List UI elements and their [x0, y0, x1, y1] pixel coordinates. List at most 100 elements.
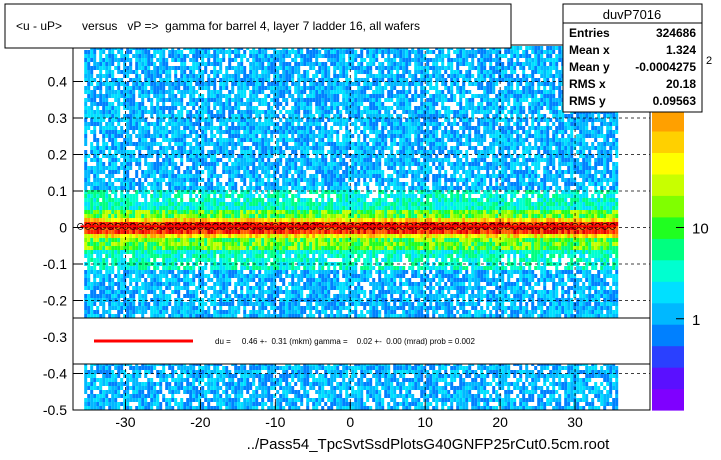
heatmap-cell [111, 370, 115, 374]
heatmap-cell [114, 234, 118, 238]
heatmap-cell [237, 50, 241, 54]
heatmap-cell [252, 302, 256, 306]
heatmap-cell [228, 266, 232, 270]
heatmap-cell [216, 398, 220, 402]
heatmap-cell [252, 226, 256, 230]
heatmap-cell [123, 218, 127, 222]
heatmap-cell [279, 262, 283, 266]
heatmap-cell [240, 178, 244, 182]
heatmap-cell [90, 234, 94, 238]
heatmap-cell [117, 90, 121, 94]
heatmap-cell [195, 206, 199, 210]
heatmap-cell [264, 302, 268, 306]
heatmap-cell [117, 298, 121, 302]
heatmap-cell [237, 78, 241, 82]
heatmap-cell [111, 254, 115, 258]
heatmap-cell [132, 186, 136, 190]
heatmap-cell [276, 202, 280, 206]
heatmap-cell [198, 142, 202, 146]
heatmap-cell [123, 162, 127, 166]
heatmap-cell [186, 382, 190, 386]
heatmap-cell [129, 386, 133, 390]
heatmap-cell [168, 106, 172, 110]
heatmap-cell [243, 238, 247, 242]
heatmap-cell [153, 394, 157, 398]
heatmap-cell [222, 274, 226, 278]
heatmap-cell [192, 130, 196, 134]
heatmap-cell [216, 142, 220, 146]
heatmap-cell [108, 222, 112, 226]
heatmap-cell [171, 314, 175, 318]
heatmap-cell [162, 78, 166, 82]
heatmap-cell [258, 182, 262, 186]
heatmap-cell [111, 122, 115, 126]
heatmap-cell [120, 202, 124, 206]
heatmap-cell [264, 182, 268, 186]
heatmap-cell [180, 138, 184, 142]
heatmap-cell [198, 254, 202, 258]
heatmap-cell [174, 150, 178, 154]
heatmap-cell [258, 74, 262, 78]
heatmap-cell [87, 306, 91, 310]
heatmap-cell [234, 386, 238, 390]
heatmap-cell [273, 186, 277, 190]
heatmap-cell [243, 258, 247, 262]
heatmap-cell [216, 102, 220, 106]
heatmap-cell [177, 126, 181, 130]
heatmap-cell [234, 142, 238, 146]
heatmap-cell [87, 386, 91, 390]
heatmap-cell [96, 178, 100, 182]
heatmap-cell [228, 242, 232, 246]
heatmap-cell [213, 126, 217, 130]
heatmap-cell [198, 50, 202, 54]
heatmap-cell [198, 134, 202, 138]
heatmap-cell [201, 314, 205, 318]
heatmap-cell [135, 170, 139, 174]
heatmap-cell [171, 146, 175, 150]
heatmap-cell [273, 170, 277, 174]
heatmap-cell [270, 70, 274, 74]
heatmap-cell [141, 294, 145, 298]
heatmap-cell [93, 54, 97, 58]
heatmap-cell [156, 218, 160, 222]
heatmap-cell [162, 138, 166, 142]
heatmap-cell [90, 310, 94, 314]
heatmap-cell [132, 142, 136, 146]
heatmap-cell [210, 138, 214, 142]
heatmap-cell [213, 202, 217, 206]
heatmap-cell [162, 146, 166, 150]
heatmap-cell [117, 118, 121, 122]
heatmap-cell [177, 174, 181, 178]
heatmap-cell [273, 214, 277, 218]
heatmap-cell [123, 258, 127, 262]
heatmap-cell [114, 242, 118, 246]
heatmap-cell [189, 402, 193, 406]
heatmap-cell [108, 270, 112, 274]
heatmap-cell [228, 370, 232, 374]
heatmap-cell [267, 286, 271, 290]
heatmap-cell [123, 74, 127, 78]
heatmap-cell [141, 214, 145, 218]
heatmap-cell [123, 298, 127, 302]
heatmap-cell [126, 50, 130, 54]
heatmap-cell [138, 390, 142, 394]
heatmap-cell [162, 62, 166, 66]
heatmap-cell [126, 206, 130, 210]
heatmap-cell [171, 386, 175, 390]
heatmap-cell [171, 198, 175, 202]
heatmap-cell [189, 218, 193, 222]
heatmap-cell [264, 274, 268, 278]
heatmap-cell [243, 406, 247, 410]
heatmap-cell [96, 150, 100, 154]
heatmap-cell [198, 126, 202, 130]
heatmap-cell [195, 166, 199, 170]
heatmap-cell [87, 398, 91, 402]
heatmap-cell [180, 122, 184, 126]
heatmap-cell [222, 398, 226, 402]
heatmap-cell [174, 302, 178, 306]
heatmap-cell [135, 190, 139, 194]
heatmap-cell [279, 254, 283, 258]
heatmap-cell [276, 102, 280, 106]
heatmap-cell [177, 170, 181, 174]
heatmap-cell [114, 206, 118, 210]
